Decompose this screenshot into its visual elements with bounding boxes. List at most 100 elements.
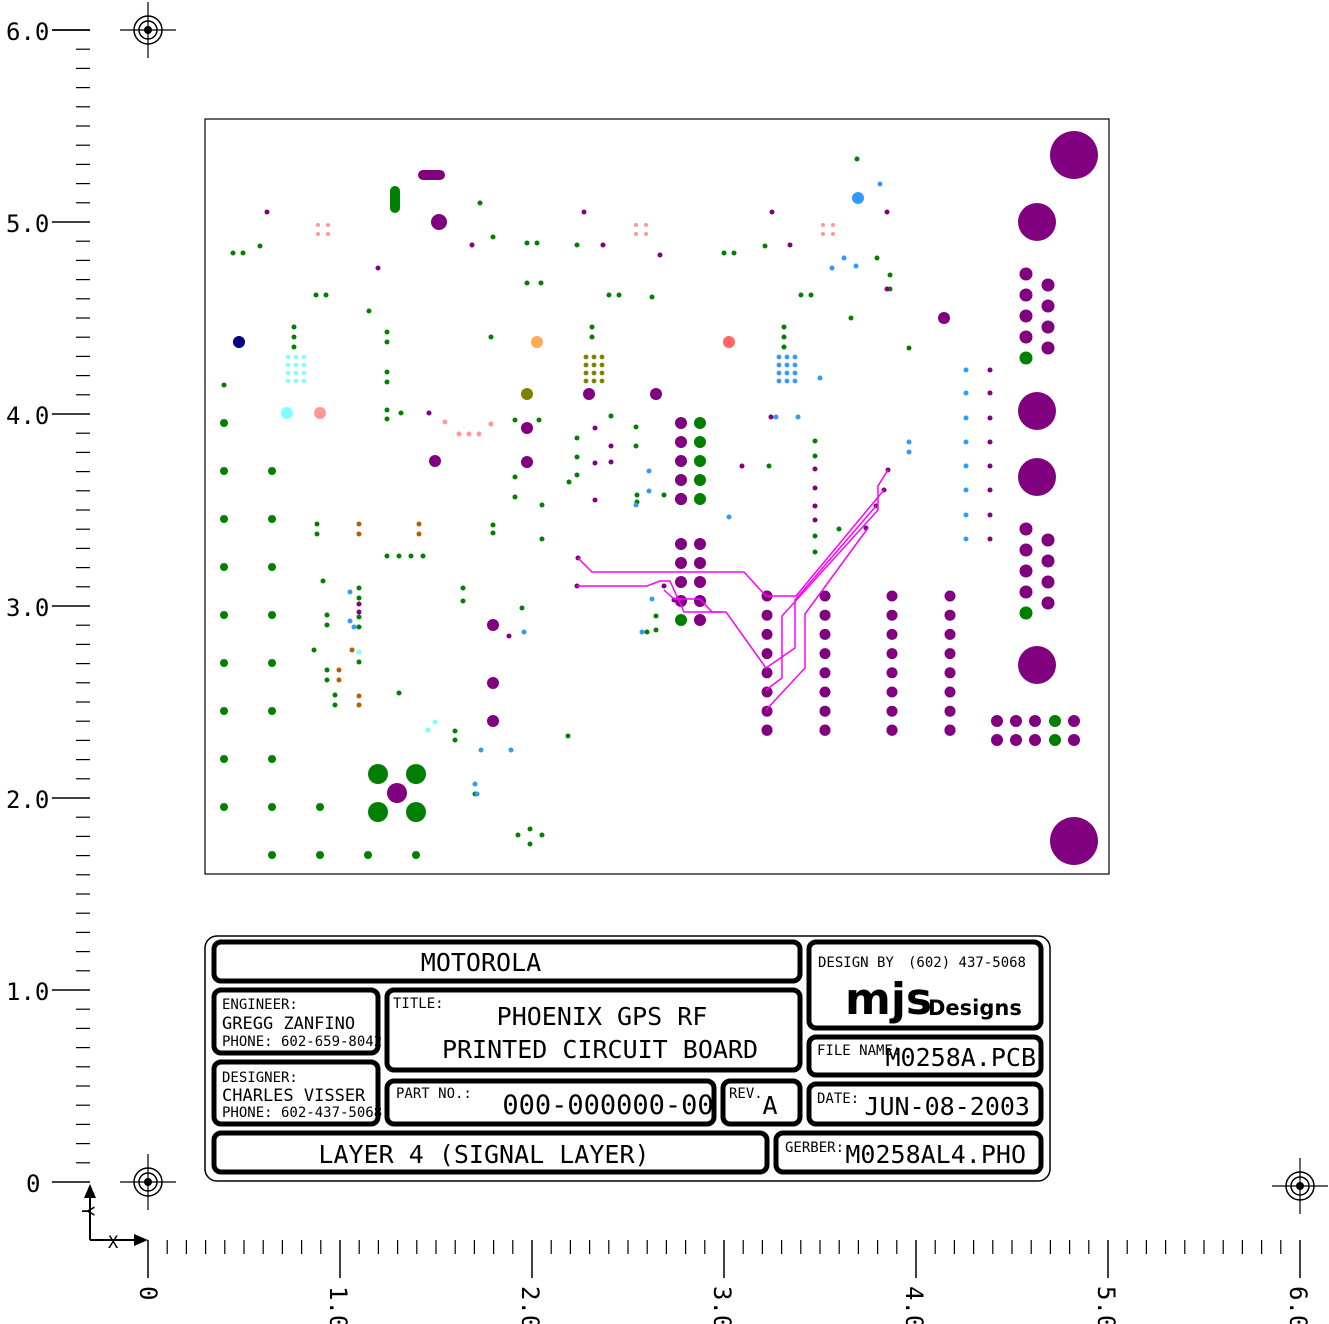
pad — [606, 292, 612, 298]
pad — [1018, 203, 1056, 241]
pad — [356, 649, 362, 655]
pad — [812, 453, 818, 459]
pad — [944, 628, 956, 640]
pad — [963, 390, 969, 396]
pad — [721, 250, 727, 256]
pad — [634, 232, 638, 236]
pad — [221, 382, 227, 388]
designer-phone: PHONE: 602-437-5068 — [222, 1105, 382, 1121]
pad — [592, 497, 598, 503]
x-label-6: 6.0 — [1284, 1286, 1312, 1324]
pad — [723, 336, 735, 348]
pad — [599, 378, 605, 384]
pad — [396, 553, 402, 559]
pad — [819, 724, 831, 736]
pad — [884, 286, 890, 292]
pad — [592, 425, 598, 431]
pad — [944, 590, 956, 602]
pad — [1041, 554, 1055, 568]
pad — [886, 609, 898, 621]
x-ruler-labels: 0 1.0 2.0 3.0 4.0 5.0 6.0 — [134, 1286, 1312, 1324]
pad — [853, 263, 859, 269]
pad — [326, 232, 330, 236]
pad — [694, 474, 706, 486]
x-label-0: 0 — [134, 1286, 162, 1300]
y-label-5: 5.0 — [6, 210, 49, 238]
pad — [368, 764, 388, 784]
date-box — [806, 1081, 1044, 1127]
pad — [1041, 299, 1055, 313]
pad — [1019, 267, 1033, 281]
pad — [694, 417, 706, 429]
pad — [285, 378, 291, 384]
pad — [285, 362, 291, 368]
pad — [515, 832, 521, 838]
pad — [608, 459, 614, 465]
pad — [1019, 543, 1033, 557]
pad — [963, 439, 969, 445]
pad — [784, 362, 790, 368]
pad — [694, 557, 706, 569]
pad — [877, 181, 883, 187]
y-label-6: 6.0 — [6, 18, 49, 46]
pad — [314, 407, 326, 419]
pad — [583, 370, 589, 376]
pad — [356, 521, 362, 527]
pad — [418, 170, 445, 180]
date-value: JUN-08-2003 — [864, 1092, 1030, 1121]
pad — [694, 595, 706, 607]
pad — [285, 370, 291, 376]
y-label-3: 3.0 — [6, 594, 49, 622]
pad — [829, 265, 835, 271]
pad — [429, 455, 441, 467]
file-name: M0258A.PCB — [885, 1043, 1036, 1072]
pad — [591, 354, 597, 360]
pad — [336, 677, 342, 683]
pad — [220, 803, 228, 811]
pad — [420, 553, 426, 559]
pad — [460, 585, 466, 591]
pad — [488, 334, 494, 340]
pad — [633, 502, 639, 508]
pad — [264, 209, 270, 215]
engineer-label: ENGINEER: — [222, 997, 298, 1013]
pad — [230, 250, 236, 256]
x-label-2: 2.0 — [516, 1286, 544, 1324]
title-label: TITLE: — [393, 996, 444, 1012]
pad — [841, 255, 847, 261]
pad — [320, 578, 326, 584]
pad — [987, 512, 993, 518]
pad — [268, 803, 276, 811]
pad — [349, 647, 355, 653]
pad — [356, 531, 362, 537]
x-label-5: 5.0 — [1092, 1286, 1120, 1324]
y-label-0: 0 — [26, 1170, 40, 1198]
pad — [819, 590, 831, 602]
title-block: MOTOROLA ENGINEER: GREGG ZANFINO PHONE: … — [204, 935, 1051, 1182]
pad — [347, 618, 353, 624]
pad — [653, 613, 659, 619]
title-line-1: PHOENIX GPS RF — [497, 1002, 708, 1031]
pad — [608, 413, 614, 419]
pad — [784, 354, 790, 360]
pad — [812, 517, 818, 523]
pad — [661, 583, 667, 589]
pad — [726, 514, 732, 520]
pad — [384, 339, 390, 345]
pad — [356, 609, 362, 615]
pad — [268, 851, 276, 859]
axis-y-label: Y — [77, 1206, 97, 1216]
trace — [577, 489, 885, 597]
pad — [384, 407, 390, 413]
pad — [285, 354, 291, 360]
board-pads — [220, 131, 1098, 865]
pad — [581, 209, 587, 215]
pad — [506, 633, 512, 639]
pad — [812, 438, 818, 444]
pad — [490, 234, 496, 240]
pad — [646, 468, 652, 474]
pad — [583, 388, 595, 400]
pad — [375, 265, 381, 271]
pad — [257, 243, 263, 249]
